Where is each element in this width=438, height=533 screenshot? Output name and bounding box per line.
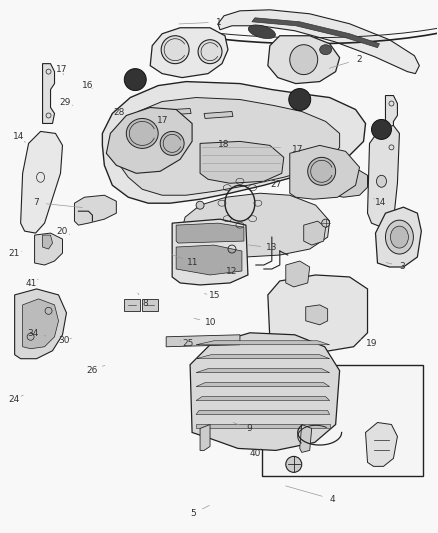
Polygon shape [102,82,366,203]
Polygon shape [196,383,330,386]
Text: 27: 27 [270,180,282,189]
Ellipse shape [160,132,184,155]
Ellipse shape [321,219,330,227]
Text: 10: 10 [205,318,216,327]
Text: 24: 24 [8,395,19,404]
Polygon shape [14,289,67,359]
Text: 40: 40 [250,449,261,458]
Polygon shape [252,18,379,47]
Text: 20: 20 [56,228,67,237]
Polygon shape [74,195,117,225]
Polygon shape [42,235,53,249]
Text: 8: 8 [142,299,148,308]
Text: 18: 18 [218,140,229,149]
Polygon shape [290,146,360,199]
Ellipse shape [320,45,332,55]
Polygon shape [196,369,330,373]
Polygon shape [300,424,312,453]
Polygon shape [204,111,233,118]
Text: 15: 15 [209,291,220,300]
Text: 17: 17 [156,116,168,125]
Ellipse shape [377,175,386,187]
Polygon shape [304,221,326,245]
Text: 5: 5 [190,509,196,518]
Polygon shape [23,299,59,349]
Ellipse shape [248,25,276,38]
Text: 19: 19 [366,339,378,348]
Ellipse shape [196,201,204,209]
Polygon shape [286,261,310,287]
Ellipse shape [286,456,302,472]
Ellipse shape [290,45,318,75]
Text: 25: 25 [183,339,194,348]
Text: 26: 26 [87,366,98,375]
Polygon shape [196,424,330,429]
Text: 28: 28 [113,108,124,117]
Polygon shape [150,28,228,78]
Polygon shape [35,233,63,265]
Ellipse shape [371,119,392,140]
Ellipse shape [124,69,146,91]
Polygon shape [124,299,140,311]
Text: 17: 17 [56,66,67,75]
Polygon shape [166,335,240,347]
Text: 21: 21 [8,249,19,258]
Text: 7: 7 [33,198,39,207]
Polygon shape [115,98,339,195]
Polygon shape [21,132,63,233]
Polygon shape [375,207,421,267]
Polygon shape [190,333,339,450]
Ellipse shape [289,88,311,110]
Polygon shape [367,125,399,227]
Polygon shape [42,63,54,124]
Polygon shape [196,410,330,415]
Text: 13: 13 [265,244,277,253]
Ellipse shape [385,220,413,254]
Text: 2: 2 [356,55,361,64]
Polygon shape [385,95,397,155]
Polygon shape [268,275,367,353]
Polygon shape [180,193,330,257]
Polygon shape [196,355,330,359]
Text: 4: 4 [330,495,336,504]
Text: 14: 14 [12,132,24,141]
Polygon shape [218,10,419,74]
Polygon shape [106,108,192,173]
Text: 12: 12 [226,268,238,276]
Polygon shape [196,341,330,345]
Text: 29: 29 [60,99,71,107]
Polygon shape [140,109,191,117]
Polygon shape [196,397,330,401]
Text: 1: 1 [216,18,222,27]
Text: 11: 11 [187,258,198,266]
Text: 3: 3 [399,262,405,271]
Polygon shape [142,299,158,311]
Ellipse shape [161,36,189,63]
Polygon shape [268,36,339,84]
Ellipse shape [308,157,336,185]
Ellipse shape [390,226,408,248]
Text: 30: 30 [58,336,70,345]
Polygon shape [176,223,244,243]
Text: 41: 41 [25,279,37,288]
Ellipse shape [198,40,222,63]
Polygon shape [176,245,242,275]
Polygon shape [330,169,367,197]
Polygon shape [172,219,248,285]
Text: 14: 14 [375,198,386,207]
Text: 34: 34 [28,329,39,338]
Polygon shape [200,424,210,450]
Polygon shape [200,141,284,183]
Ellipse shape [126,118,158,148]
Text: 17: 17 [292,145,304,154]
Text: 16: 16 [82,82,94,91]
Polygon shape [306,305,328,325]
Bar [262,365,424,477]
Text: 9: 9 [247,424,252,433]
Polygon shape [366,423,397,466]
